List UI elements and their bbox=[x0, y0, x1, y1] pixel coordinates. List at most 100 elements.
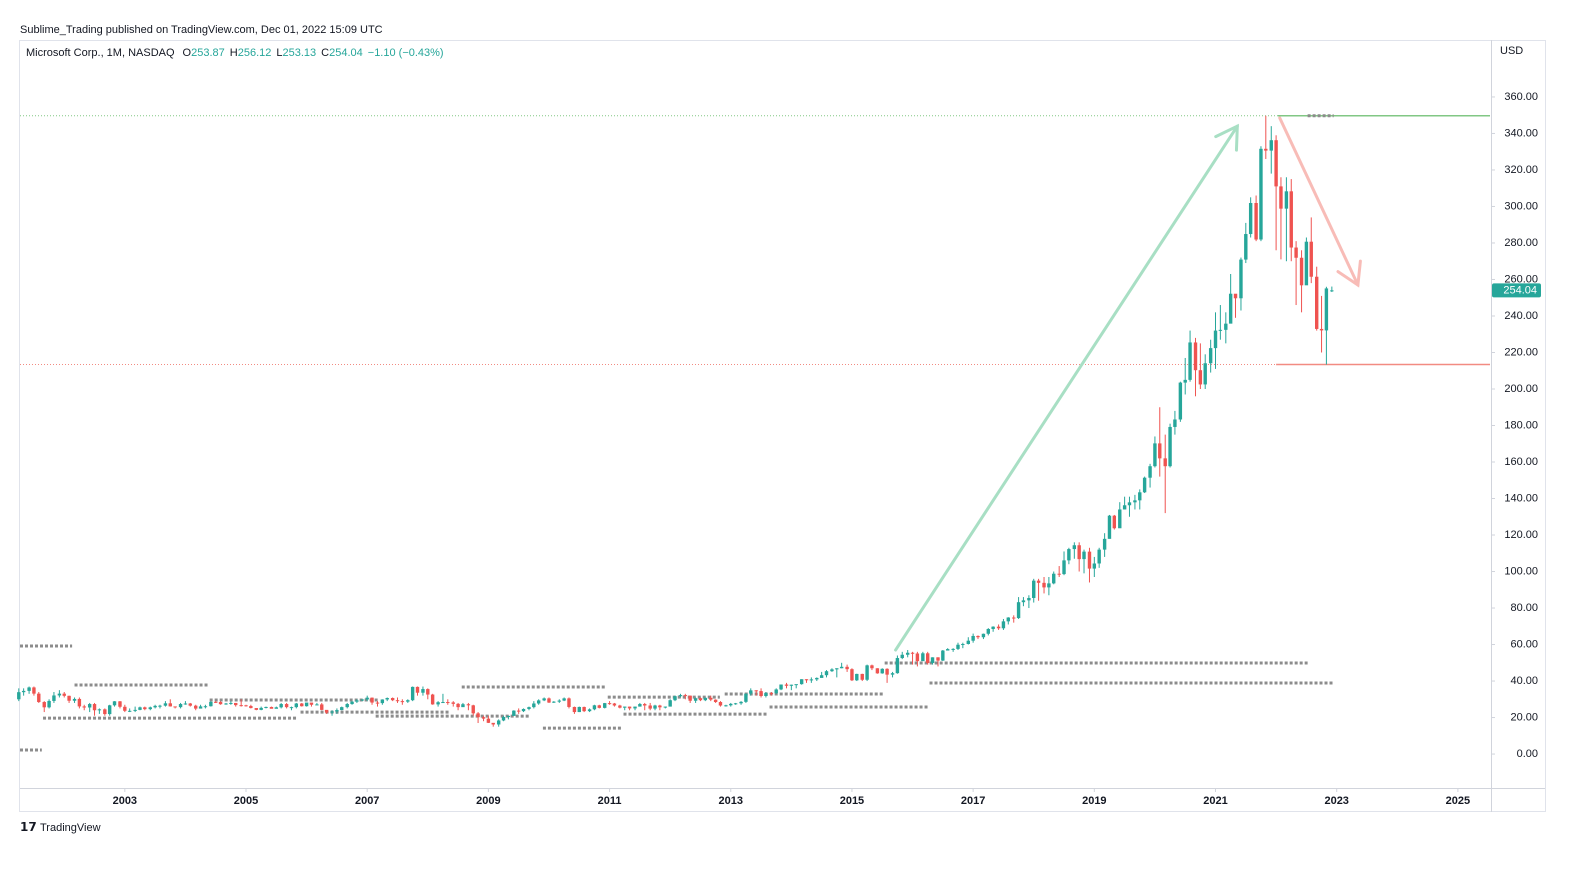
candle bbox=[1067, 547, 1071, 565]
candle-body bbox=[27, 687, 31, 691]
candle-body bbox=[799, 679, 804, 685]
candle bbox=[335, 708, 339, 714]
candle-body bbox=[1118, 509, 1122, 529]
candle-body bbox=[466, 704, 471, 706]
candle bbox=[663, 706, 668, 709]
candle-body bbox=[229, 702, 233, 704]
candle-body bbox=[1304, 241, 1309, 286]
candle bbox=[815, 677, 819, 682]
candle-body bbox=[718, 702, 723, 706]
candle-body bbox=[1315, 276, 1319, 329]
candle-body bbox=[370, 697, 374, 703]
candle bbox=[875, 668, 880, 674]
candle-body bbox=[1264, 148, 1268, 151]
candle bbox=[421, 686, 425, 696]
candle bbox=[905, 650, 910, 658]
candle bbox=[769, 691, 774, 696]
candle-body bbox=[436, 702, 440, 705]
candle bbox=[804, 679, 809, 683]
candle bbox=[148, 706, 152, 711]
candle bbox=[264, 706, 268, 709]
candle bbox=[1072, 542, 1077, 559]
candle bbox=[163, 701, 168, 707]
candle bbox=[1193, 337, 1198, 397]
candle bbox=[294, 702, 299, 709]
candle-body bbox=[512, 710, 516, 716]
candle bbox=[1158, 407, 1162, 477]
candle-body bbox=[587, 709, 592, 712]
candle bbox=[718, 701, 723, 707]
candle bbox=[789, 684, 794, 691]
candle-body bbox=[1082, 551, 1086, 560]
candle bbox=[890, 671, 895, 678]
candle-body bbox=[885, 668, 889, 675]
candle bbox=[925, 651, 930, 665]
candle bbox=[1289, 179, 1293, 262]
candle-body bbox=[1072, 545, 1077, 550]
candle bbox=[1057, 566, 1061, 577]
candle bbox=[188, 702, 192, 707]
candle-body bbox=[653, 705, 657, 709]
candle bbox=[1118, 502, 1122, 529]
candle bbox=[375, 701, 380, 707]
candle bbox=[178, 702, 183, 709]
candle bbox=[618, 704, 622, 709]
candle bbox=[107, 704, 112, 716]
candle-body bbox=[183, 703, 188, 705]
candle-body bbox=[688, 695, 692, 701]
candle bbox=[936, 657, 940, 667]
candle-body bbox=[1284, 191, 1289, 209]
candle bbox=[552, 701, 556, 703]
candle bbox=[1082, 549, 1086, 574]
candle-body bbox=[1027, 597, 1031, 601]
candle-body bbox=[471, 705, 475, 714]
y-tick-label: 200.00 bbox=[1504, 383, 1538, 395]
candle-body bbox=[1299, 257, 1304, 286]
candle-body bbox=[390, 698, 395, 701]
candle bbox=[1183, 357, 1187, 395]
candle-body bbox=[633, 706, 637, 709]
candle bbox=[607, 701, 612, 705]
ohlc-value: 253.87 bbox=[191, 47, 225, 59]
candle bbox=[486, 715, 491, 724]
candle-body bbox=[971, 635, 975, 641]
candle bbox=[289, 706, 294, 711]
candle-body bbox=[1021, 600, 1026, 603]
candle bbox=[52, 691, 56, 703]
candle bbox=[961, 642, 965, 649]
candle bbox=[845, 664, 849, 672]
candle bbox=[461, 702, 465, 708]
candle-body bbox=[97, 709, 102, 711]
candle-body bbox=[855, 673, 859, 681]
candle-body bbox=[501, 716, 506, 721]
candle bbox=[527, 706, 531, 711]
arrow-shaft bbox=[894, 124, 1239, 652]
candle bbox=[451, 701, 455, 707]
candle-body bbox=[274, 707, 279, 709]
candle bbox=[1188, 330, 1192, 382]
candle-body bbox=[739, 701, 743, 704]
candle bbox=[1213, 312, 1218, 369]
candle-body bbox=[527, 707, 531, 709]
candle-body bbox=[830, 669, 834, 672]
candle-body bbox=[693, 698, 698, 701]
candle bbox=[729, 702, 733, 707]
candle-body bbox=[552, 701, 556, 703]
arrow-shaft bbox=[1278, 116, 1360, 287]
y-tick-label: 20.00 bbox=[1510, 711, 1538, 723]
candle bbox=[1198, 343, 1203, 389]
candle-body bbox=[1183, 379, 1187, 383]
candle bbox=[203, 704, 208, 709]
candle-body bbox=[532, 703, 536, 708]
candle bbox=[269, 706, 274, 709]
candle-body bbox=[67, 695, 71, 701]
candle bbox=[1259, 146, 1263, 242]
candle bbox=[224, 702, 228, 705]
candle bbox=[57, 690, 62, 698]
candle-body bbox=[1213, 330, 1218, 349]
candle-body bbox=[42, 702, 46, 708]
candle-body bbox=[123, 706, 127, 711]
candle-body bbox=[1092, 563, 1097, 569]
candle-body bbox=[254, 708, 259, 710]
candle-body bbox=[72, 698, 77, 701]
